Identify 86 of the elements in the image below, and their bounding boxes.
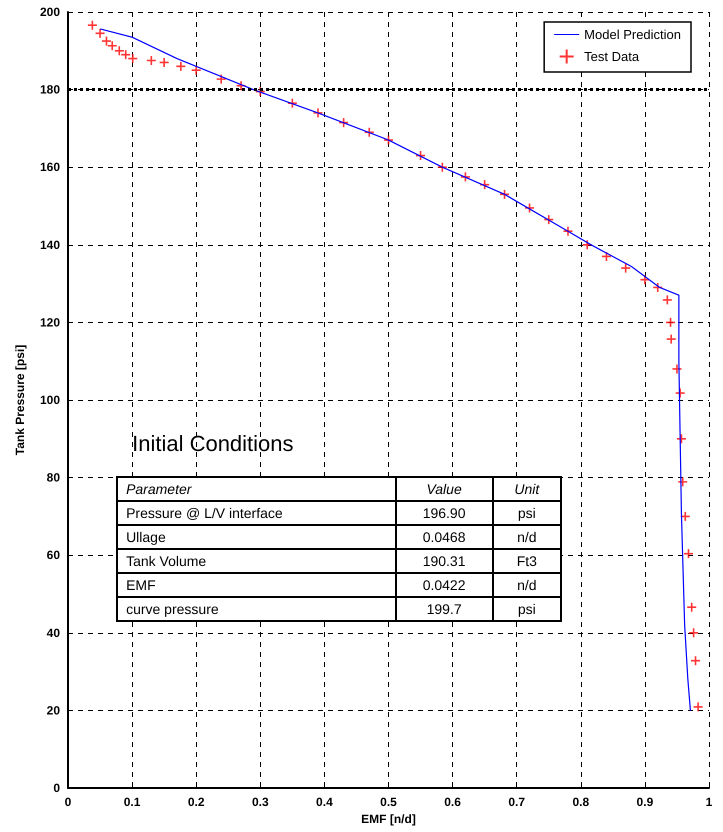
y-tick-label: 20 [46, 703, 60, 718]
point [364, 126, 375, 138]
x-tick-label: 0.8 [572, 795, 590, 809]
x-tick-label: 0.7 [508, 795, 526, 809]
annotation: Value [396, 476, 493, 501]
y-tick-label: 80 [46, 470, 60, 485]
annotation: 190.31 [396, 548, 493, 573]
y-axis-title: Tank Pressure [psi] [13, 344, 27, 456]
x-tick-label: 0.5 [380, 795, 398, 809]
x-tick-label: 0.9 [636, 795, 654, 809]
y-tick-label: 120 [40, 315, 60, 330]
y-tick-label: 60 [46, 548, 60, 562]
annotation: Parameter [117, 476, 396, 501]
annotation: n/d [492, 572, 562, 597]
point [683, 548, 694, 559]
point [236, 80, 246, 92]
y-tick-label: 0 [53, 781, 60, 795]
point [676, 434, 687, 444]
point [287, 98, 298, 108]
annotation: 199.7 [396, 596, 493, 621]
point [479, 179, 490, 190]
point [690, 655, 701, 666]
point [666, 334, 676, 344]
annotation: psi [492, 500, 562, 525]
point [674, 388, 686, 398]
point [255, 86, 266, 97]
point [680, 511, 691, 522]
point [692, 702, 704, 712]
x-tick-label: 0.4 [316, 795, 334, 809]
point [499, 189, 510, 200]
annotation: psi [492, 596, 562, 621]
point [460, 172, 471, 182]
point [190, 64, 202, 76]
y-tick-label: 100 [40, 393, 60, 407]
legend-label: Model Prediction [584, 27, 681, 42]
point [582, 240, 593, 250]
point [662, 294, 673, 306]
point [543, 214, 554, 225]
point [216, 74, 226, 84]
x-tick-label: 0.2 [188, 795, 205, 809]
annotation: Unit [492, 476, 562, 501]
annotation: EMF [117, 572, 396, 597]
point [87, 20, 98, 30]
x-tick-label: 0.3 [252, 795, 269, 809]
point [524, 202, 535, 214]
annotation: curve pressure [117, 596, 396, 621]
annotation: n/d [492, 524, 562, 549]
annotation: Tank Volume [117, 548, 396, 573]
legend-label: Test Data [584, 49, 640, 64]
point [652, 282, 664, 293]
annotation: Initial Conditions [132, 431, 294, 458]
point [640, 274, 650, 286]
x-tick-label: 0.6 [444, 795, 462, 809]
x-axis-title: EMF [n/d] [361, 812, 416, 826]
point [94, 28, 106, 39]
annotation: Ft3 [492, 548, 562, 573]
point [312, 108, 324, 118]
x-tick-label: 0.1 [124, 795, 141, 809]
point [158, 57, 170, 68]
point [620, 262, 631, 274]
point [665, 317, 676, 328]
point [383, 134, 394, 146]
point [437, 162, 448, 172]
annotation: 196.90 [396, 500, 493, 525]
point [146, 55, 157, 66]
y-tick-label: 40 [46, 626, 60, 640]
point [176, 61, 186, 72]
annotation: Ullage [117, 524, 396, 549]
point [688, 628, 699, 638]
y-tick-label: 140 [40, 238, 60, 252]
annotation: 0.0468 [396, 524, 493, 549]
annotation: Pressure @ L/V interface [117, 500, 396, 525]
point [686, 602, 697, 612]
x-tick-label: 1 [706, 795, 713, 809]
y-tick-label: 160 [40, 160, 60, 174]
point [562, 226, 574, 237]
x-tick-label: 0 [64, 795, 72, 809]
point [672, 364, 682, 374]
y-tick-label: 200 [40, 5, 60, 19]
line-series [100, 28, 692, 711]
point [415, 150, 426, 161]
y-tick-label: 180 [40, 82, 60, 97]
point [338, 117, 349, 128]
point [677, 476, 688, 488]
point [601, 251, 612, 262]
annotation: 0.0422 [396, 572, 493, 597]
